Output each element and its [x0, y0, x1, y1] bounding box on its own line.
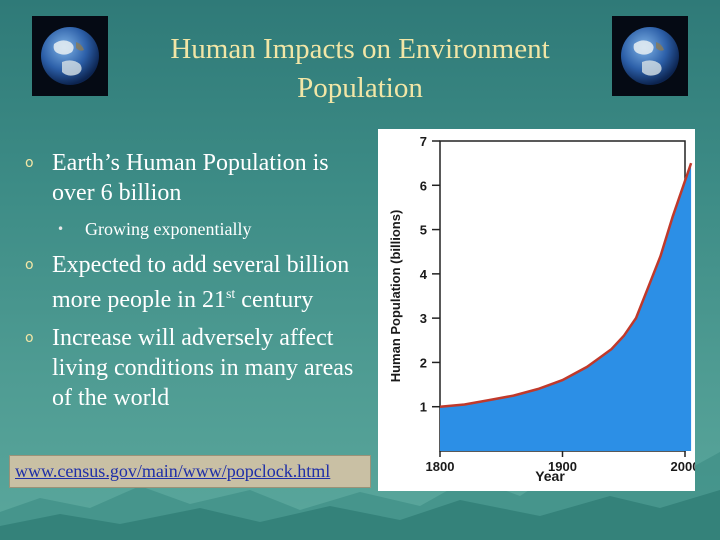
x-tick-label: 1900 — [548, 459, 577, 474]
bullet-mark-icon: o — [25, 155, 34, 171]
earth-globe-image-left — [32, 16, 108, 96]
ordinal-suffix: st — [225, 287, 236, 302]
x-tick-label: 2000 — [671, 459, 695, 474]
slide-title: Human Impacts on Environment Population — [110, 30, 610, 108]
link-box: www.census.gov/main/www/popclock.html — [9, 455, 371, 488]
x-tick-label: 1800 — [426, 459, 455, 474]
sub-bullet-text: Growing exponentially — [85, 219, 252, 239]
bullet-mark-icon: o — [25, 257, 34, 273]
bullet-item: o Expected to add several billion more p… — [22, 250, 372, 315]
population-chart: 1 2 3 4 5 6 7 1800 1900 2000 Human Population (b… — [378, 129, 695, 491]
y-axis-label: Human Population (billions) — [388, 210, 403, 383]
census-popclock-link[interactable]: www.census.gov/main/www/popclock.html — [15, 461, 331, 481]
title-line-2: Population — [297, 72, 423, 104]
earth-globe-image-right — [612, 16, 688, 96]
mountain-backdrop — [0, 452, 720, 540]
bullet-text-tail: century — [235, 287, 314, 313]
bullet-item: o Increase will adversely affect living … — [22, 323, 372, 413]
bullet-list: o Earth’s Human Population is over 6 bil… — [22, 148, 372, 421]
bullet-text-main: Expected to add several billion more peo… — [52, 252, 350, 313]
bullet-mark-icon: o — [25, 330, 34, 346]
population-area — [440, 163, 692, 451]
population-curve-line — [439, 162, 693, 408]
y-tick-label: 6 — [420, 178, 427, 193]
bullet-text: Earth’s Human Population is over 6 billi… — [52, 150, 329, 206]
bullet-item: o Earth’s Human Population is over 6 bil… — [22, 148, 372, 208]
y-tick-label: 5 — [420, 223, 427, 238]
y-tick-label: 1 — [420, 400, 427, 415]
bullet-text: Increase will adversely affect living co… — [52, 325, 354, 411]
y-tick-label: 4 — [420, 267, 428, 282]
sub-bullet-item: • Growing exponentially — [22, 216, 372, 242]
sub-bullet-mark-icon: • — [57, 222, 65, 236]
x-axis-label: Year — [535, 468, 565, 484]
y-tick-label: 7 — [420, 134, 427, 149]
y-tick-label: 3 — [420, 311, 427, 326]
bullet-text: Expected to add several billion more peo… — [52, 252, 349, 313]
title-line-1: Human Impacts on Environment — [170, 33, 550, 65]
y-tick-label: 2 — [420, 355, 427, 370]
